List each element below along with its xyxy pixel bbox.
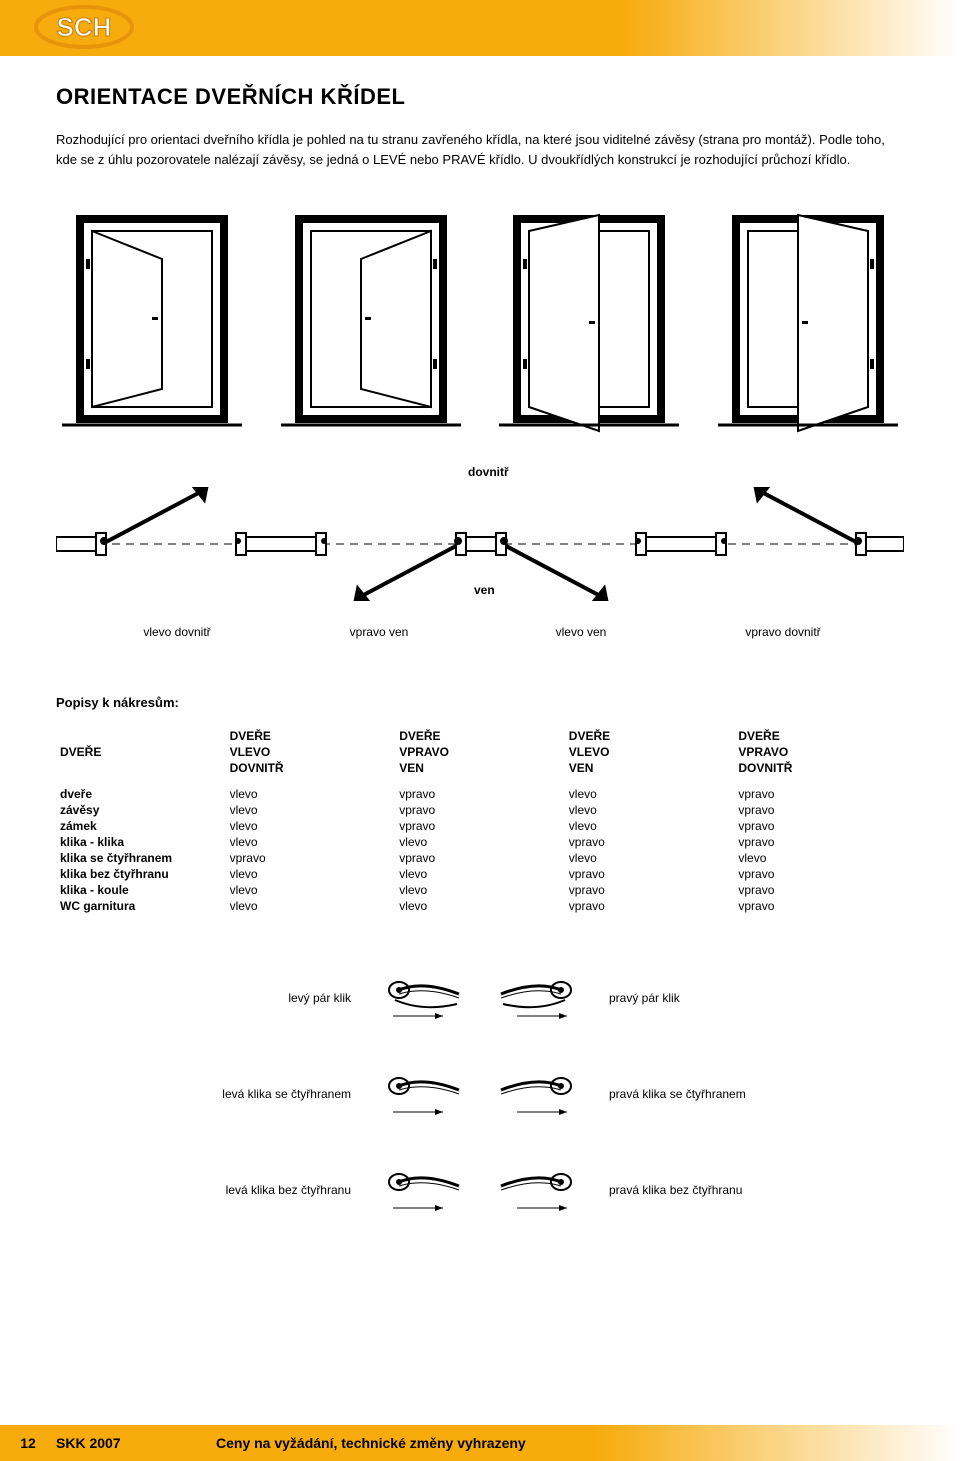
handle-icon bbox=[373, 1066, 473, 1122]
handle-row: levá klika bez čtyřhranu pravá klika bez… bbox=[56, 1162, 904, 1218]
cell: vlevo bbox=[395, 866, 565, 882]
cell: vlevo bbox=[565, 786, 735, 802]
cell: vpravo bbox=[565, 882, 735, 898]
cell: vlevo bbox=[226, 802, 396, 818]
row-label: klika bez čtyřhranu bbox=[56, 866, 226, 882]
plan-label-1: vlevo dovnitř bbox=[76, 625, 278, 639]
handle-icon bbox=[373, 1162, 473, 1218]
cell: vlevo bbox=[565, 818, 735, 834]
handle-icon bbox=[487, 970, 587, 1026]
table-title: Popisy k nákresům: bbox=[56, 695, 904, 710]
door-diagram-2 bbox=[281, 209, 461, 439]
plan-label-4: vpravo dovnitř bbox=[682, 625, 884, 639]
table-row: zámekvlevovpravovlevovpravo bbox=[56, 818, 904, 834]
cell: vpravo bbox=[734, 882, 904, 898]
cell: vlevo bbox=[226, 866, 396, 882]
handle-icon bbox=[373, 970, 473, 1026]
cell: vpravo bbox=[565, 866, 735, 882]
handle-row: levý pár klik pravý pár klik bbox=[56, 970, 904, 1026]
cell: vpravo bbox=[565, 834, 735, 850]
cell: vpravo bbox=[395, 786, 565, 802]
table-row: závěsyvlevovpravovlevovpravo bbox=[56, 802, 904, 818]
handle-label-right: pravá klika se čtyřhranem bbox=[601, 1087, 841, 1101]
cell: vpravo bbox=[395, 818, 565, 834]
handle-icon bbox=[487, 1066, 587, 1122]
row-label: klika - klika bbox=[56, 834, 226, 850]
svg-text:SCH: SCH bbox=[57, 12, 112, 42]
door-diagram-1 bbox=[62, 209, 242, 439]
cell: vlevo bbox=[226, 834, 396, 850]
plan-label-ven: ven bbox=[474, 583, 495, 597]
plan-label-2: vpravo ven bbox=[278, 625, 480, 639]
cell: vpravo bbox=[734, 786, 904, 802]
row-label: závěsy bbox=[56, 802, 226, 818]
row-label: klika - koule bbox=[56, 882, 226, 898]
cell: vpravo bbox=[226, 850, 396, 866]
orientation-table: DVEŘE DVEŘE DVEŘE DVEŘE DVEŘE VLEVO VPRA… bbox=[56, 728, 904, 914]
row-label: zámek bbox=[56, 818, 226, 834]
handle-label-right: pravá klika bez čtyřhranu bbox=[601, 1183, 841, 1197]
cell: vpravo bbox=[395, 802, 565, 818]
plan-labels-row: vlevo dovnitř vpravo ven vlevo ven vprav… bbox=[76, 625, 884, 639]
table-row: dveřevlevovpravovlevovpravo bbox=[56, 786, 904, 802]
handle-label-left: levá klika bez čtyřhranu bbox=[119, 1183, 359, 1197]
plan-label-3: vlevo ven bbox=[480, 625, 682, 639]
cell: vpravo bbox=[734, 834, 904, 850]
cell: vlevo bbox=[565, 850, 735, 866]
table-row: klika se čtyřhranemvpravovpravovlevovlev… bbox=[56, 850, 904, 866]
logo: SCH bbox=[34, 4, 134, 55]
handle-label-left: levý pár klik bbox=[119, 991, 359, 1005]
cell: vlevo bbox=[226, 786, 396, 802]
table-row: klika - klikavlevovlevovpravovpravo bbox=[56, 834, 904, 850]
row-label: dveře bbox=[56, 786, 226, 802]
header-stripe: SCH bbox=[0, 0, 960, 56]
handles-section: levý pár klik pravý pár klik levá klika s… bbox=[56, 970, 904, 1218]
cell: vlevo bbox=[734, 850, 904, 866]
table-row: klika bez čtyřhranuvlevovlevovpravovprav… bbox=[56, 866, 904, 882]
cell: vpravo bbox=[734, 866, 904, 882]
handle-label-left: levá klika se čtyřhranem bbox=[119, 1087, 359, 1101]
footer: 12 SKK 2007 Ceny na vyžádání, technické … bbox=[0, 1425, 960, 1461]
cell: vlevo bbox=[395, 898, 565, 914]
page-number: 12 bbox=[0, 1435, 56, 1451]
plan-label-dovnitr: dovnitř bbox=[468, 465, 509, 479]
cell: vlevo bbox=[565, 802, 735, 818]
row-label: WC garnitura bbox=[56, 898, 226, 914]
cell: vlevo bbox=[226, 882, 396, 898]
page-title: ORIENTACE DVEŘNÍCH KŘÍDEL bbox=[56, 84, 904, 110]
cell: vlevo bbox=[226, 818, 396, 834]
cell: vpravo bbox=[734, 818, 904, 834]
cell: vlevo bbox=[395, 882, 565, 898]
handle-icon bbox=[487, 1162, 587, 1218]
intro-text: Rozhodující pro orientaci dveřního křídl… bbox=[56, 130, 904, 169]
handle-row: levá klika se čtyřhranem pravá klika se … bbox=[56, 1066, 904, 1122]
cell: vpravo bbox=[395, 850, 565, 866]
footer-sku: SKK 2007 bbox=[56, 1435, 216, 1451]
cell: vpravo bbox=[734, 898, 904, 914]
table-row: klika - koulevlevovlevovpravovpravo bbox=[56, 882, 904, 898]
row-label: klika se čtyřhranem bbox=[56, 850, 226, 866]
door-diagrams-row bbox=[62, 209, 898, 439]
cell: vpravo bbox=[734, 802, 904, 818]
cell: vlevo bbox=[226, 898, 396, 914]
handle-label-right: pravý pár klik bbox=[601, 991, 841, 1005]
cell: vpravo bbox=[565, 898, 735, 914]
cell: vlevo bbox=[395, 834, 565, 850]
table-section: Popisy k nákresům: DVEŘE DVEŘE DVEŘE DVE… bbox=[56, 695, 904, 914]
table-row-header: DVEŘE bbox=[56, 728, 226, 776]
door-diagram-4 bbox=[718, 209, 898, 439]
door-diagram-3 bbox=[499, 209, 679, 439]
table-row: WC garnituravlevovlevovpravovpravo bbox=[56, 898, 904, 914]
footer-text: Ceny na vyžádání, technické změny vyhraz… bbox=[216, 1435, 960, 1451]
